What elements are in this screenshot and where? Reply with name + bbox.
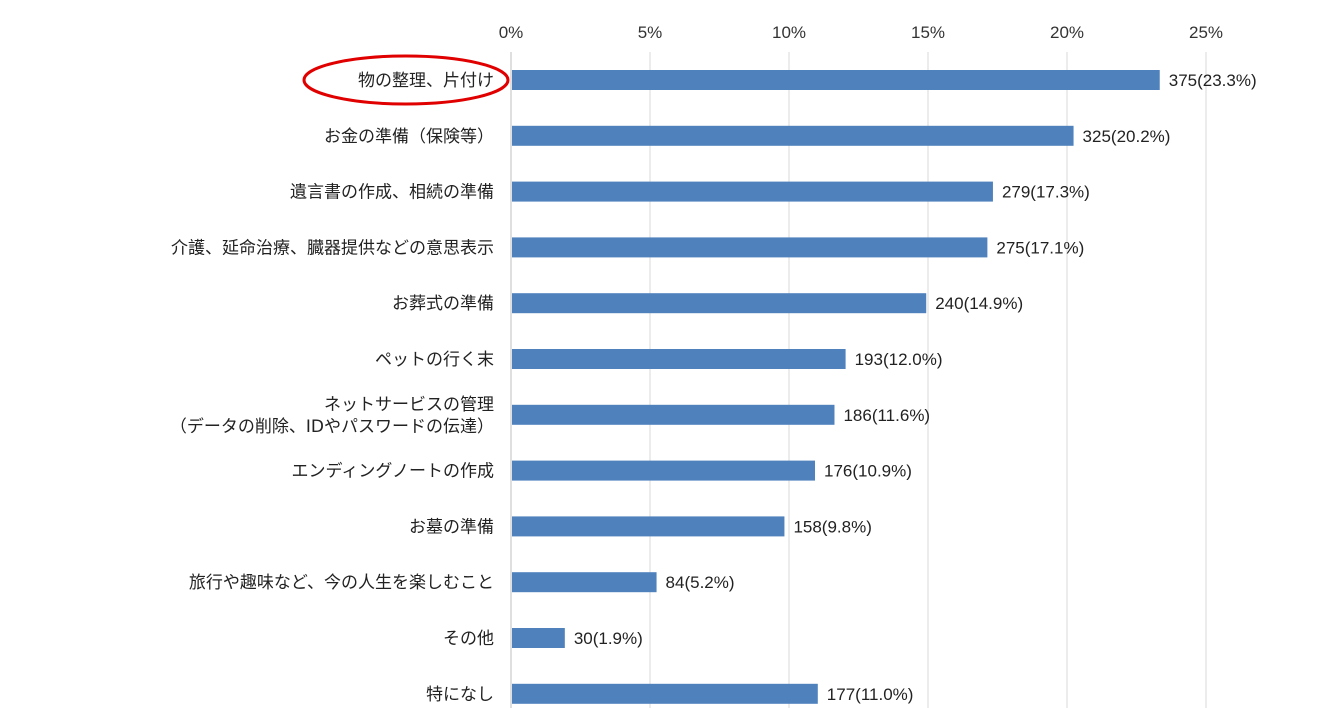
bar bbox=[512, 349, 846, 369]
category-label: 特になし bbox=[426, 685, 494, 705]
bar bbox=[512, 572, 657, 593]
category-label: その他 bbox=[443, 629, 494, 649]
highlight-ellipse bbox=[302, 54, 510, 106]
category-label: 遺言書の作成、相続の準備 bbox=[290, 183, 494, 203]
value-label: 275(17.1%) bbox=[996, 238, 1084, 257]
bar bbox=[512, 516, 785, 537]
value-label: 240(14.9%) bbox=[935, 294, 1023, 313]
x-axis-ticks: 0% 5% 10% 15% 20% 25% bbox=[499, 23, 1223, 42]
bar bbox=[512, 70, 1160, 90]
bar bbox=[512, 237, 988, 258]
value-label: 177(11.0%) bbox=[827, 685, 914, 704]
category-label: お墓の準備 bbox=[409, 517, 494, 537]
value-label: 158(9.8%) bbox=[793, 517, 871, 536]
x-tick-label: 20% bbox=[1050, 23, 1084, 42]
category-label: 介護、延命治療、臓器提供などの意思表示 bbox=[171, 238, 494, 258]
x-tick-label: 0% bbox=[499, 23, 524, 42]
x-tick-label: 5% bbox=[638, 23, 663, 42]
value-label: 176(10.9%) bbox=[824, 462, 912, 481]
x-tick-label: 15% bbox=[911, 23, 945, 42]
value-label: 193(12.0%) bbox=[855, 350, 943, 369]
x-tick-label: 10% bbox=[772, 23, 806, 42]
value-label: 375(23.3%) bbox=[1169, 71, 1257, 90]
category-label: ペットの行く末 bbox=[375, 350, 494, 370]
bar bbox=[512, 125, 1074, 146]
category-label: 物の整理、片付け bbox=[358, 71, 494, 91]
category-label: 旅行や趣味など、今の人生を楽しむこと bbox=[189, 573, 494, 593]
category-label: お金の準備（保険等） bbox=[324, 127, 494, 147]
bars bbox=[512, 70, 1160, 704]
category-label: エンディングノートの作成 bbox=[292, 461, 494, 482]
bar bbox=[512, 181, 993, 202]
value-label: 30(1.9%) bbox=[574, 629, 643, 648]
value-label: 325(20.2%) bbox=[1083, 127, 1171, 146]
bar bbox=[512, 293, 927, 314]
value-label: 186(11.6%) bbox=[843, 406, 930, 425]
bar bbox=[512, 460, 816, 481]
gridlines bbox=[510, 52, 1207, 708]
value-labels: 375(23.3%) 325(20.2%) 279(17.3%) 275(17.1%)… bbox=[574, 71, 1257, 704]
bar bbox=[512, 628, 565, 648]
value-label: 84(5.2%) bbox=[666, 573, 735, 592]
bar bbox=[512, 404, 835, 425]
category-label: （データの削除、IDやパスワードの伝達） bbox=[170, 416, 494, 437]
highlight bbox=[302, 54, 510, 106]
category-label: お葬式の準備 bbox=[392, 294, 494, 314]
category-label: ネットサービスの管理 bbox=[324, 395, 494, 415]
x-tick-label: 25% bbox=[1189, 23, 1223, 42]
bar bbox=[512, 683, 818, 704]
value-label: 279(17.3%) bbox=[1002, 183, 1090, 202]
